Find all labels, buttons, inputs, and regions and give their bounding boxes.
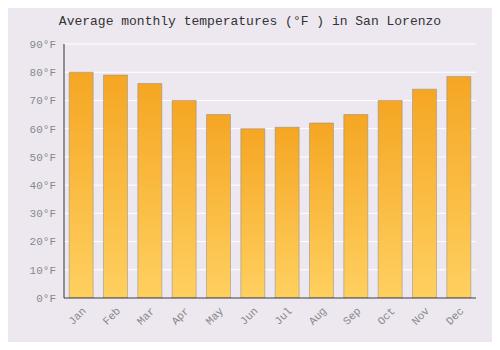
svg-text:Aug: Aug <box>307 305 329 327</box>
svg-text:20°F: 20°F <box>30 236 56 248</box>
svg-text:Sep: Sep <box>341 305 363 327</box>
html-text:Average monthly temperatures (: Average monthly temperatures (°F ) in Sa… <box>58 14 442 29</box>
svg-text:60°F: 60°F <box>30 124 56 136</box>
svg-text:10°F: 10°F <box>30 265 56 277</box>
svg-text:80°F: 80°F <box>30 67 56 79</box>
svg-text:Dec: Dec <box>444 305 466 327</box>
svg-text:90°F: 90°F <box>30 39 56 51</box>
svg-text:Nov: Nov <box>410 305 433 328</box>
svg-text:0°F: 0°F <box>36 293 56 305</box>
svg-text:30°F: 30°F <box>30 208 56 220</box>
svg-text:Jun: Jun <box>238 305 260 327</box>
svg-text:50°F: 50°F <box>30 152 56 164</box>
svg-text:May: May <box>204 305 227 328</box>
svg-text:Oct: Oct <box>375 305 397 327</box>
svg-text:Mar: Mar <box>135 305 157 327</box>
svg-text:Jan: Jan <box>66 305 88 327</box>
svg-text:Feb: Feb <box>101 305 123 327</box>
svg-text:Apr: Apr <box>169 305 191 327</box>
svg-text:Jul: Jul <box>272 305 294 327</box>
svg-text:40°F: 40°F <box>30 180 56 192</box>
svg-text:70°F: 70°F <box>30 95 56 107</box>
